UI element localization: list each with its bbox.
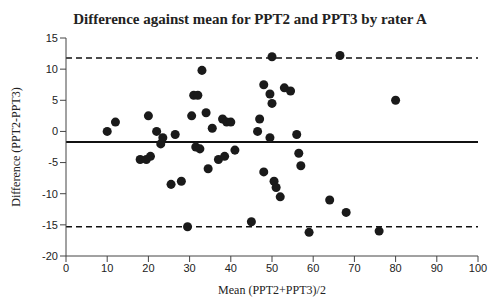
svg-text:30: 30	[183, 262, 195, 274]
svg-text:20: 20	[142, 262, 154, 274]
svg-text:Mean (PPT2+PPT3)/2: Mean (PPT2+PPT3)/2	[218, 283, 326, 297]
svg-text:80: 80	[389, 262, 401, 274]
svg-text:10: 10	[101, 262, 113, 274]
svg-text:60: 60	[307, 262, 319, 274]
svg-text:-20: -20	[42, 250, 58, 262]
svg-text:15: 15	[46, 32, 58, 44]
svg-text:40: 40	[225, 262, 237, 274]
html-text:Difference against mean for PP: Difference against mean for PPT2 and PPT…	[73, 11, 427, 27]
svg-text:Difference (PPT2-PPT3): Difference (PPT2-PPT3)	[9, 87, 23, 206]
svg-text:100: 100	[469, 262, 487, 274]
svg-text:-10: -10	[42, 188, 58, 200]
svg-text:70: 70	[348, 262, 360, 274]
svg-text:50: 50	[266, 262, 278, 274]
svg-text:-5: -5	[48, 156, 58, 168]
svg-text:-15: -15	[42, 219, 58, 231]
svg-text:90: 90	[431, 262, 443, 274]
svg-text:10: 10	[46, 63, 58, 75]
svg-text:0: 0	[52, 125, 58, 137]
svg-text:5: 5	[52, 94, 58, 106]
svg-text:0: 0	[63, 262, 69, 274]
